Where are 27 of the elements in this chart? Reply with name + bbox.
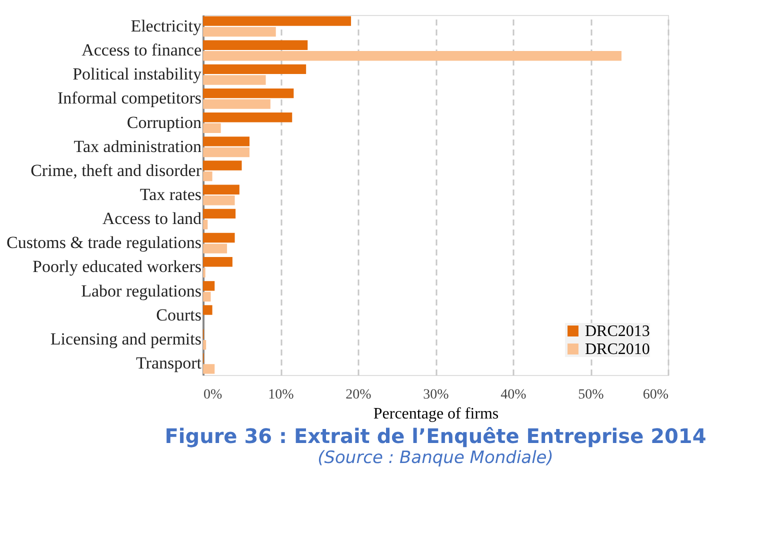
- y-tick-label: Tax rates: [140, 185, 202, 204]
- legend-label: DRC2010: [585, 341, 650, 358]
- y-tick-label: Corruption: [126, 112, 202, 132]
- text: (Source : Banque Mondiale): [318, 448, 554, 468]
- y-tick-label: Access to land: [102, 209, 202, 228]
- x-tick-label: 20%: [346, 388, 372, 402]
- y-tick-label: Tax administration: [74, 136, 202, 156]
- y-tick-label: Crime, theft and disorder: [30, 160, 202, 180]
- y-tick-label: Informal competitors: [58, 88, 202, 108]
- legend-label: DRC2013: [585, 323, 650, 340]
- y-tick-label: Electricity: [130, 16, 202, 36]
- x-tick-label: 30%: [423, 388, 450, 402]
- text: Figure 36 : Extrait de l’Enquête Entreprise 2014: [164, 424, 706, 448]
- y-tick-label: Courts: [156, 305, 202, 324]
- y-tick-label: Access to finance: [82, 40, 202, 60]
- x-tick-label: 60%: [642, 388, 669, 402]
- x-tick-label: 50%: [578, 388, 604, 402]
- x-tick-label: 40%: [500, 388, 527, 402]
- x-tick-label: 10%: [268, 388, 294, 402]
- y-tick-label: Poorly educated workers: [32, 257, 202, 276]
- y-tick-label: Labor regulations: [81, 281, 202, 300]
- y-tick-label: Customs & trade regulations: [6, 233, 202, 252]
- y-tick-label: Political instability: [72, 64, 202, 84]
- x-axis-title: Percentage of firms: [373, 406, 499, 422]
- y-tick-label: Licensing and permits: [50, 329, 202, 348]
- y-tick-label: Transport: [136, 354, 202, 373]
- x-tick-label: 0%: [204, 388, 222, 402]
